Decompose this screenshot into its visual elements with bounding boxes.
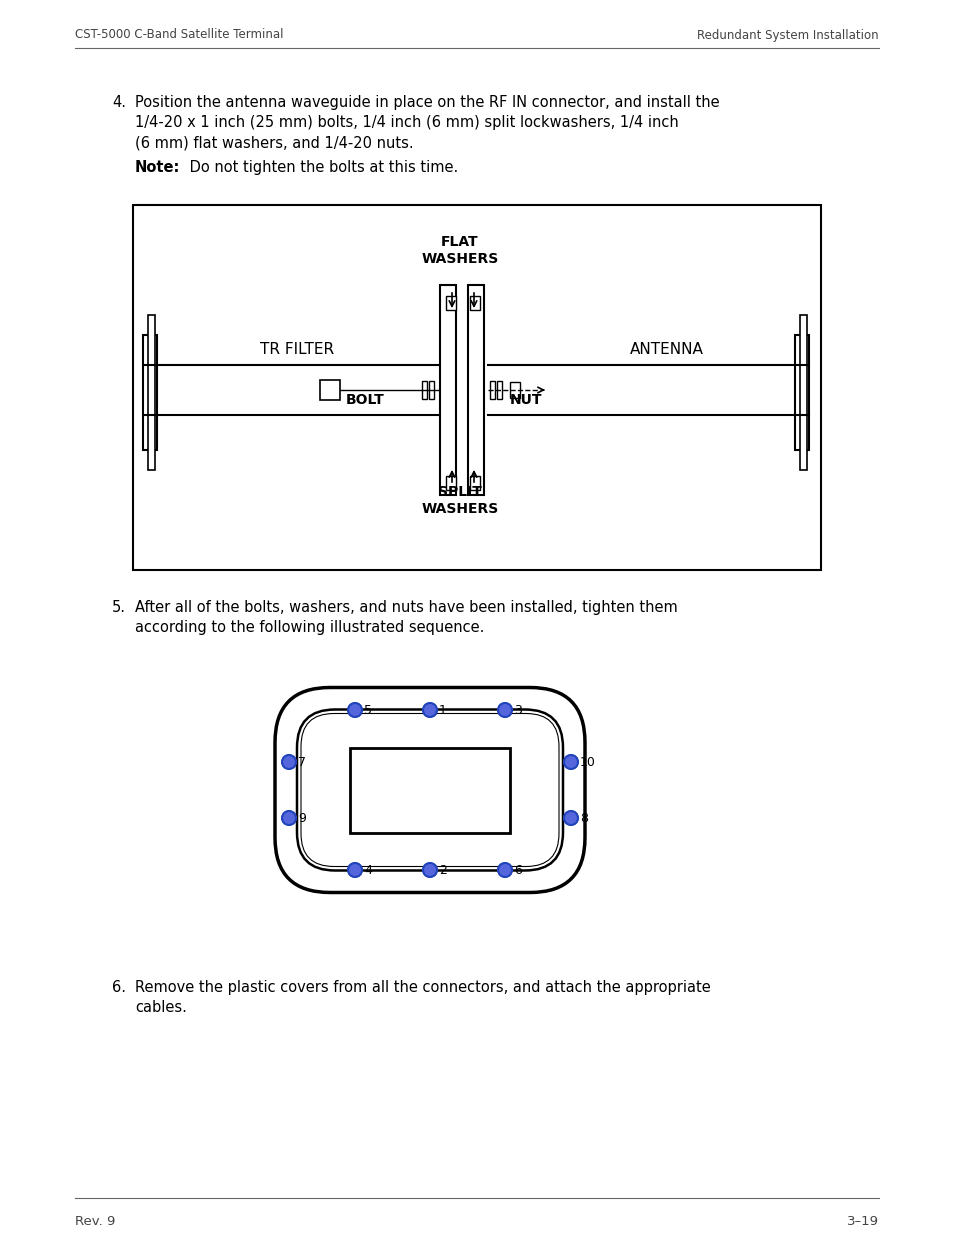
Text: 7: 7 <box>297 756 306 768</box>
Bar <box>421 382 427 399</box>
Text: 3–19: 3–19 <box>846 1215 878 1228</box>
Circle shape <box>422 863 436 877</box>
Bar <box>446 475 456 490</box>
Text: 3: 3 <box>514 704 521 716</box>
Text: TR FILTER: TR FILTER <box>260 342 334 357</box>
Text: (6 mm) flat washers, and 1/4-20 nuts.: (6 mm) flat washers, and 1/4-20 nuts. <box>135 135 414 149</box>
Text: CST-5000 C-Band Satellite Terminal: CST-5000 C-Band Satellite Terminal <box>75 28 283 42</box>
Bar <box>148 315 154 471</box>
Text: 5: 5 <box>364 704 372 716</box>
Text: NUT: NUT <box>510 393 542 408</box>
Circle shape <box>497 703 512 718</box>
Text: 1: 1 <box>438 704 446 716</box>
Bar <box>470 296 479 310</box>
Circle shape <box>563 811 578 825</box>
Bar <box>510 382 519 398</box>
Circle shape <box>422 703 436 718</box>
Text: Do not tighten the bolts at this time.: Do not tighten the bolts at this time. <box>185 161 457 175</box>
Circle shape <box>348 703 361 718</box>
Bar <box>468 285 483 495</box>
Text: Redundant System Installation: Redundant System Installation <box>697 28 878 42</box>
Text: Position the antenna waveguide in place on the RF IN connector, and install the: Position the antenna waveguide in place … <box>135 95 719 110</box>
Circle shape <box>497 863 512 877</box>
Text: ANTENNA: ANTENNA <box>629 342 703 357</box>
Circle shape <box>348 863 361 877</box>
Bar <box>490 382 495 399</box>
Text: WASHERS: WASHERS <box>421 252 498 266</box>
Text: WASHERS: WASHERS <box>421 501 498 516</box>
Text: Rev. 9: Rev. 9 <box>75 1215 115 1228</box>
Bar <box>497 382 501 399</box>
Bar <box>446 296 456 310</box>
Text: BOLT: BOLT <box>345 393 384 408</box>
Bar <box>800 315 806 471</box>
FancyBboxPatch shape <box>274 688 584 893</box>
Text: according to the following illustrated sequence.: according to the following illustrated s… <box>135 620 484 635</box>
Text: 2: 2 <box>438 863 446 877</box>
Bar <box>319 380 339 400</box>
Circle shape <box>563 755 578 769</box>
Text: 9: 9 <box>297 811 306 825</box>
Bar <box>429 382 434 399</box>
Bar <box>350 747 510 832</box>
Circle shape <box>282 811 295 825</box>
Text: FLAT: FLAT <box>440 235 478 249</box>
Text: 6: 6 <box>514 863 521 877</box>
Bar <box>470 475 479 490</box>
Text: cables.: cables. <box>135 1000 187 1015</box>
Bar <box>143 335 157 450</box>
Text: SPLIT: SPLIT <box>437 485 481 499</box>
Text: 4: 4 <box>364 863 372 877</box>
Text: 5.: 5. <box>112 600 126 615</box>
Bar <box>794 335 808 450</box>
Bar <box>132 205 821 571</box>
FancyBboxPatch shape <box>296 709 562 871</box>
Text: After all of the bolts, washers, and nuts have been installed, tighten them: After all of the bolts, washers, and nut… <box>135 600 677 615</box>
Text: 6.: 6. <box>112 981 126 995</box>
Text: 8: 8 <box>579 811 587 825</box>
Text: Note:: Note: <box>135 161 180 175</box>
Bar <box>439 285 456 495</box>
Text: 4.: 4. <box>112 95 126 110</box>
Text: 1/4-20 x 1 inch (25 mm) bolts, 1/4 inch (6 mm) split lockwashers, 1/4 inch: 1/4-20 x 1 inch (25 mm) bolts, 1/4 inch … <box>135 115 678 130</box>
Text: 10: 10 <box>579 756 596 768</box>
Text: Remove the plastic covers from all the connectors, and attach the appropriate: Remove the plastic covers from all the c… <box>135 981 710 995</box>
Circle shape <box>282 755 295 769</box>
